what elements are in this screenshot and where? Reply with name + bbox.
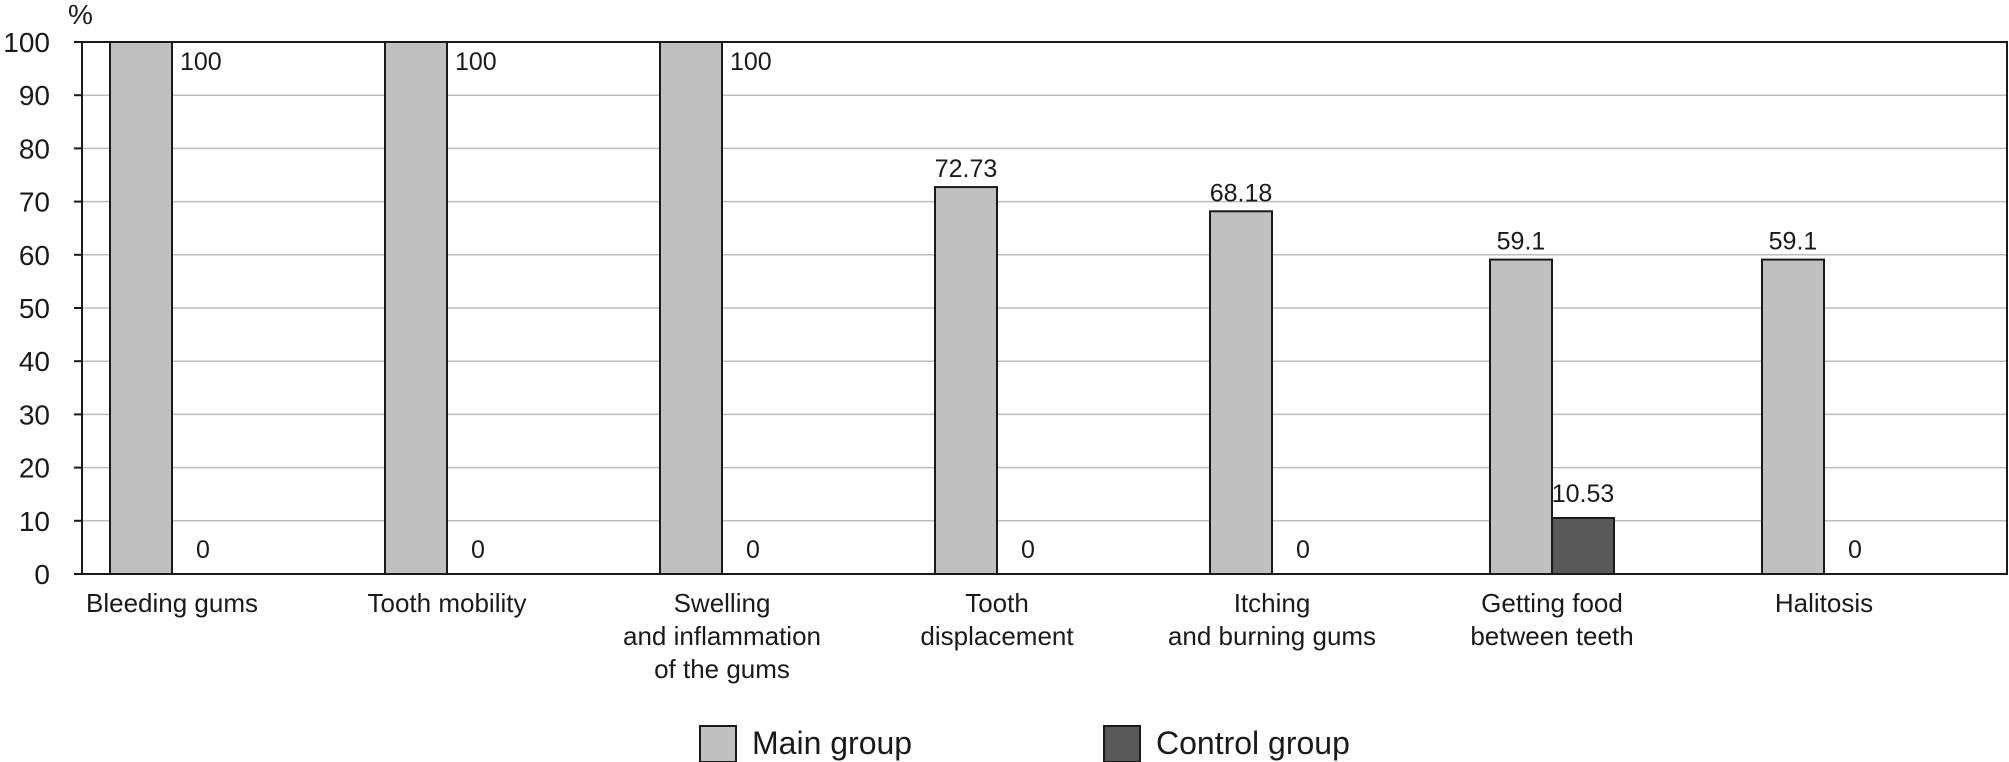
x-category-label: between teeth: [1470, 621, 1633, 651]
y-tick-label: 100: [3, 27, 50, 58]
bar-main-group: [384, 41, 448, 575]
x-category-label: of the gums: [654, 654, 790, 684]
y-tick-label: 20: [19, 453, 50, 484]
y-tick-label: 50: [19, 293, 50, 324]
data-label-main-group: 72.73: [935, 155, 998, 183]
x-category-label: Bleeding gums: [86, 588, 258, 618]
grid-lines: [82, 94, 2007, 522]
data-label-control-group: 10.53: [1552, 480, 1615, 508]
data-labels: 100 0 100 0 100 0 72.73 0 68.18 0 59.1 10.53 59.1 0: [180, 48, 1862, 564]
x-category-label: Tooth: [965, 588, 1029, 618]
x-category-label: and inflammation: [623, 621, 821, 651]
data-label-main-group: 100: [455, 48, 497, 76]
data-label-main-group: 100: [730, 48, 772, 76]
y-tick-label: 0: [34, 559, 50, 590]
bar-main-group: [659, 41, 723, 575]
x-category-label: Halitosis: [1775, 588, 1873, 618]
x-category-label: Getting food: [1481, 588, 1623, 618]
data-label-control-group: 0: [471, 536, 485, 564]
data-label-control-group: 0: [1296, 536, 1310, 564]
x-category-label: Itching: [1234, 588, 1311, 618]
legend-label-control-group: Control group: [1156, 725, 1350, 761]
x-category-label: displacement: [920, 621, 1074, 651]
data-label-main-group: 59.1: [1769, 228, 1818, 256]
y-tick-label: 80: [19, 133, 50, 164]
data-label-control-group: 0: [1848, 536, 1862, 564]
y-tick-label: 40: [19, 346, 50, 377]
data-label-main-group: 59.1: [1497, 228, 1546, 256]
bar-control-group: [1551, 516, 1615, 576]
y-tick-label: 10: [19, 506, 50, 537]
data-label-control-group: 0: [1021, 536, 1035, 564]
bars: [109, 41, 1825, 576]
legend-label-main-group: Main group: [752, 725, 912, 761]
bar-main-group: [1489, 258, 1553, 575]
y-tick-label: 60: [19, 240, 50, 271]
data-label-control-group: 0: [746, 536, 760, 564]
bar-main-group: [1209, 210, 1273, 575]
y-axis-unit-label: %: [68, 0, 93, 30]
bar-main-group: [109, 41, 173, 575]
data-label-main-group: 100: [180, 48, 222, 76]
bar-main-group: [934, 186, 998, 576]
data-label-control-group: 0: [196, 536, 210, 564]
y-tick-label: 30: [19, 399, 50, 430]
legend: Main group Control group: [699, 725, 1350, 762]
legend-swatch-control-group: [1103, 725, 1141, 762]
x-category-label: and burning gums: [1168, 621, 1376, 651]
y-tick-label: 70: [19, 187, 50, 218]
legend-swatch-main-group: [699, 725, 737, 762]
y-tick-label: 90: [19, 80, 50, 111]
x-category-label: Swelling: [674, 588, 771, 618]
data-label-main-group: 68.18: [1210, 179, 1273, 207]
x-category-label: Tooth mobility: [368, 588, 527, 618]
y-axis: 0 10 20 30 40 50 60 70 80 90 100: [3, 27, 82, 590]
bar-main-group: [1761, 258, 1825, 575]
